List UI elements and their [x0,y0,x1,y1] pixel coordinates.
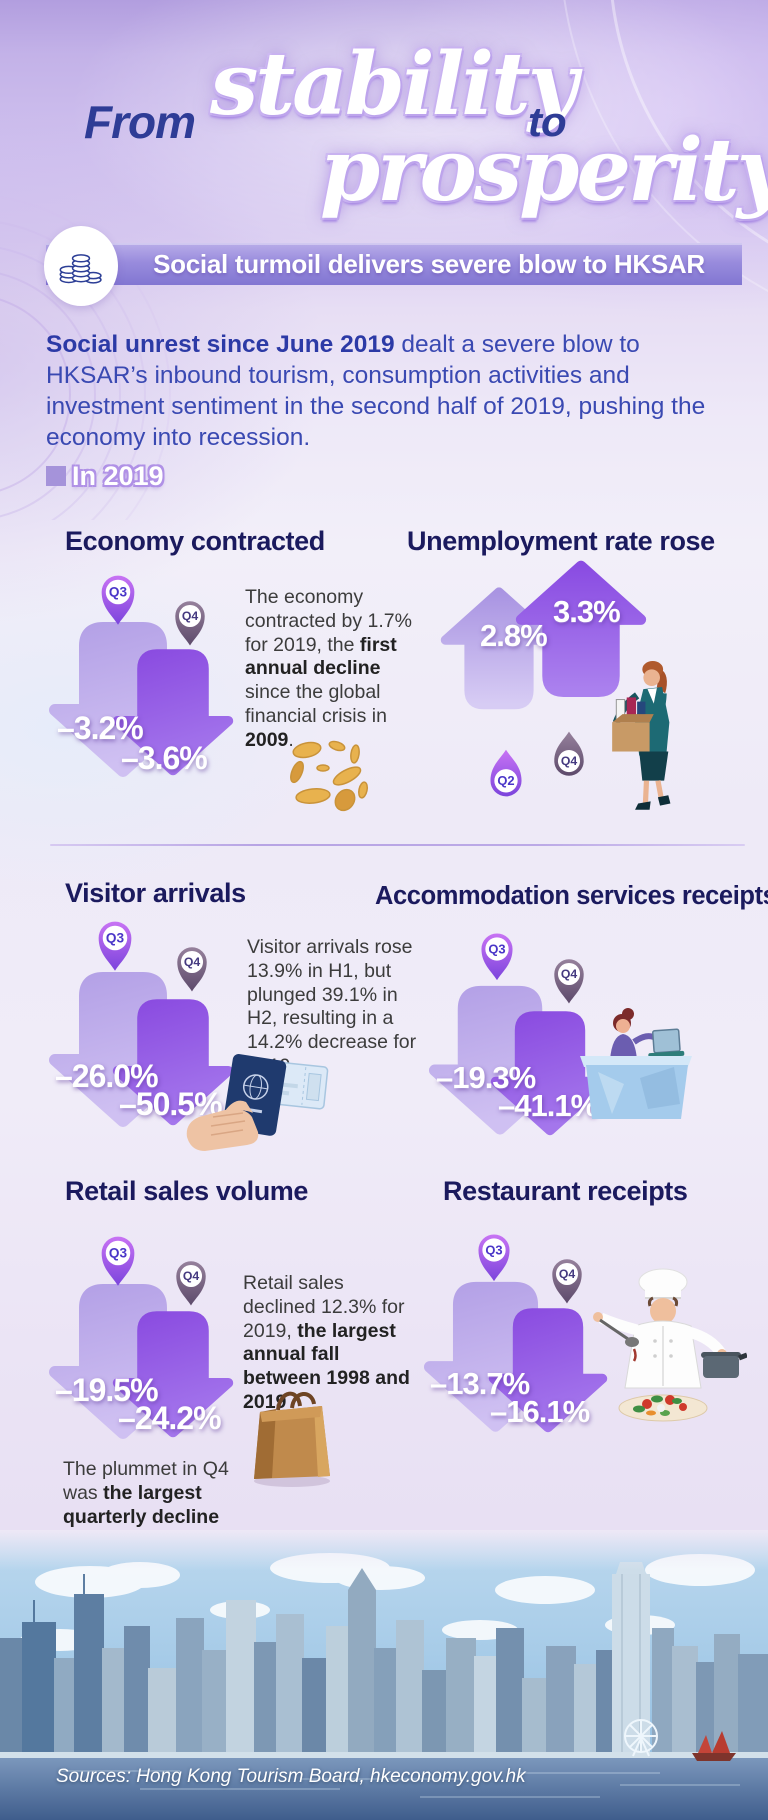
restaurant-q4-pin: Q4 [552,1259,582,1304]
visitors-q3-value: –26.0% [55,1058,159,1094]
banner-icon-circle [44,226,118,306]
title-prosperity: prosperity [320,120,768,221]
period-badge: In 2019 [46,461,164,492]
intro-lead: Social unrest since June 2019 [46,331,395,358]
unemployment-q4-value: 3.3% [553,594,621,629]
decorative-arcs [0,0,768,520]
retail-description: Retail sales declined 12.3% for 2019, th… [243,1272,410,1413]
accommodation-q4-pin: Q4 [554,959,584,1004]
shopping-bag-illustration [254,1391,330,1487]
svg-text:Q4: Q4 [561,967,578,981]
svg-text:Q4: Q4 [184,955,201,969]
junk-boat-icon [692,1731,736,1761]
period-label: In 2019 [72,461,164,491]
banner-label: Social turmoil delivers severe blow to H… [153,248,705,279]
section-divider [50,844,745,846]
retail-q3-value: –19.5% [55,1372,159,1408]
restaurant-title: Restaurant receipts [443,1176,688,1206]
intro-paragraph: Social unrest since June 2019 dealt a se… [46,330,736,453]
restaurant-q4-value: –16.1% [490,1394,590,1429]
accommodation-title: Accommodation services receipts [375,882,768,910]
title-to: to [528,98,567,145]
svg-text:Q3: Q3 [106,931,125,946]
visitors-title: Visitor arrivals [65,878,246,908]
economy-q3-value: –3.2% [57,710,144,746]
economy-title: Economy contracted [65,526,325,556]
accommodation-q3-pin: Q3 [481,933,513,981]
restaurant-q3-value: –13.7% [430,1366,530,1401]
svg-text:Q3: Q3 [109,1246,128,1261]
intro-body: dealt a severe blow to HKSAR’s inbound t… [46,331,706,451]
chef-illustration [593,1268,747,1422]
receptionist-illustration [580,1008,692,1119]
visitors-q3-pin: Q3 [98,921,132,971]
accommodation-q4-value: –41.1% [498,1088,598,1123]
period-square-icon [46,466,66,486]
unemployment-q4-pin: Q4 [554,731,584,776]
economy-description: The economy contracted by 1.7% for 2019,… [245,586,412,751]
unemployment-q2-pin: Q2 [490,749,522,797]
retail-q4-value: –24.2% [118,1400,222,1436]
svg-text:Q3: Q3 [488,941,505,956]
unemployment-q2-value: 2.8% [480,618,548,653]
title-stability: stability [210,34,578,135]
passport-hand-illustration [186,1053,329,1151]
svg-text:Q3: Q3 [109,585,128,600]
svg-text:Q4: Q4 [561,754,578,768]
ferris-wheel-icon [624,1719,658,1757]
economy-q4-pin: Q4 [175,601,205,646]
section-banner: Social turmoil delivers severe blow to H… [46,243,742,285]
svg-text:Q2: Q2 [497,773,514,788]
visitors-q4-pin: Q4 [177,947,207,992]
svg-text:Q4: Q4 [559,1267,576,1281]
title-from: From [84,96,196,148]
harbour-skyline-photo [0,1530,768,1820]
restaurant-q3-pin: Q3 [478,1234,510,1282]
retail-title: Retail sales volume [65,1176,309,1206]
economy-q4-value: –3.6% [121,740,208,776]
svg-text:Q4: Q4 [183,1269,200,1283]
unemployment-title: Unemployment rate rose [407,526,715,556]
economy-q3-pin: Q3 [101,575,135,625]
coins-icon [59,254,102,284]
svg-text:Q4: Q4 [182,609,199,623]
coins-illustration [290,740,369,812]
svg-text:Q3: Q3 [485,1242,502,1257]
sources-credit: Sources: Hong Kong Tourism Board, hkecon… [56,1766,526,1787]
accommodation-q3-value: –19.3% [436,1060,536,1095]
laid-off-worker-illustration [612,661,671,810]
retail-q4-pin: Q4 [176,1261,206,1306]
retail-q3-pin: Q3 [101,1236,135,1286]
